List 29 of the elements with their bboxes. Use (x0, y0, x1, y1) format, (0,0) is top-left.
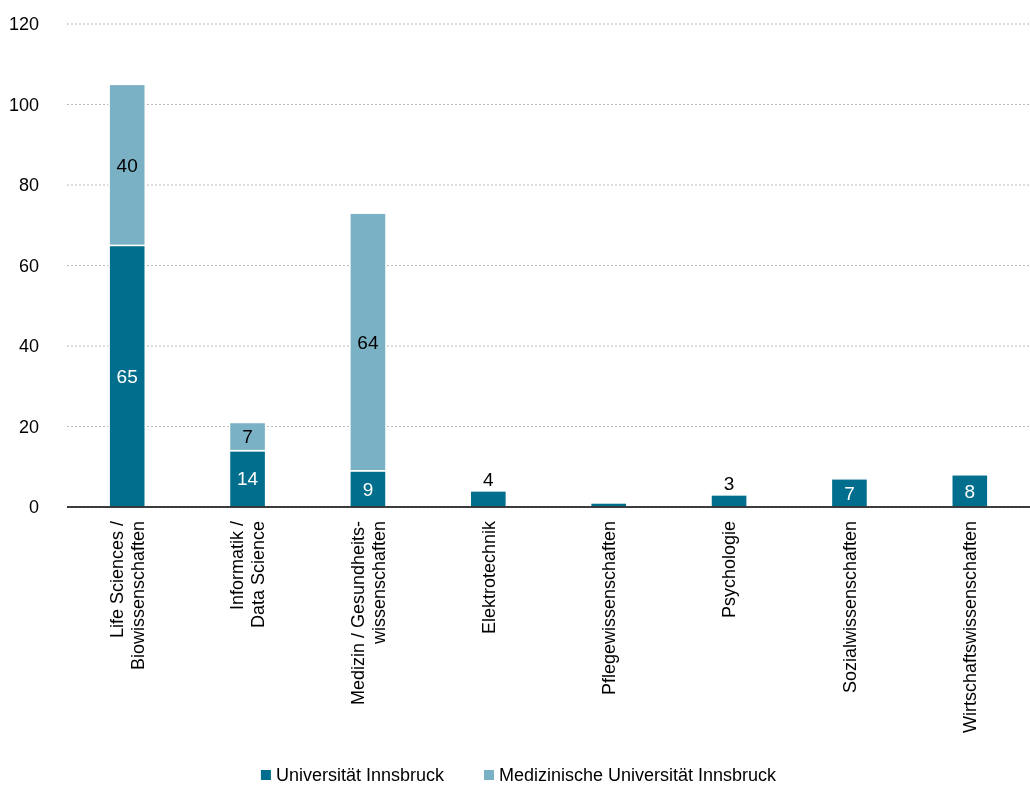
y-tick-label: 60 (18, 255, 39, 276)
data-label: 8 (964, 480, 976, 502)
data-label: 65 (116, 365, 138, 387)
data-label: 14 (236, 468, 259, 490)
x-tick-label: Life Sciences / Biowissenschaften (106, 521, 148, 671)
y-tick-label: 100 (8, 94, 39, 115)
y-tick-label: 40 (18, 336, 39, 357)
y-tick-label: 20 (18, 416, 39, 437)
bar (469, 490, 508, 508)
x-tick-label: Wirtschaftswissenschaften (960, 521, 981, 734)
legend-label: Medizinische Universität Innsbruck (498, 765, 778, 786)
x-tick-label: Sozialwissenschaften (839, 521, 860, 694)
data-label: 7 (242, 426, 253, 448)
x-tick-label: Informatik / Data Science (227, 521, 269, 629)
bar (710, 494, 748, 508)
data-label: 7 (844, 482, 855, 504)
data-label: 3 (723, 472, 735, 494)
legend-label: Universität Innsbruck (275, 765, 445, 786)
data-label: 40 (116, 154, 138, 176)
y-tick-label: 80 (18, 175, 39, 196)
x-tick-label: Elektrotechnik (478, 520, 499, 635)
y-tick-label: 0 (28, 497, 39, 518)
y-tick-label: 120 (8, 14, 39, 35)
x-tick-label: Pflegewissenschaften (598, 521, 619, 696)
x-tick-label: Medizin / Gesundheits- wissenschaften (347, 521, 389, 706)
x-tick-label: Psychologie (719, 521, 740, 619)
data-label: 9 (362, 478, 374, 500)
data-label: 64 (357, 331, 379, 353)
data-label: 4 (483, 468, 495, 490)
